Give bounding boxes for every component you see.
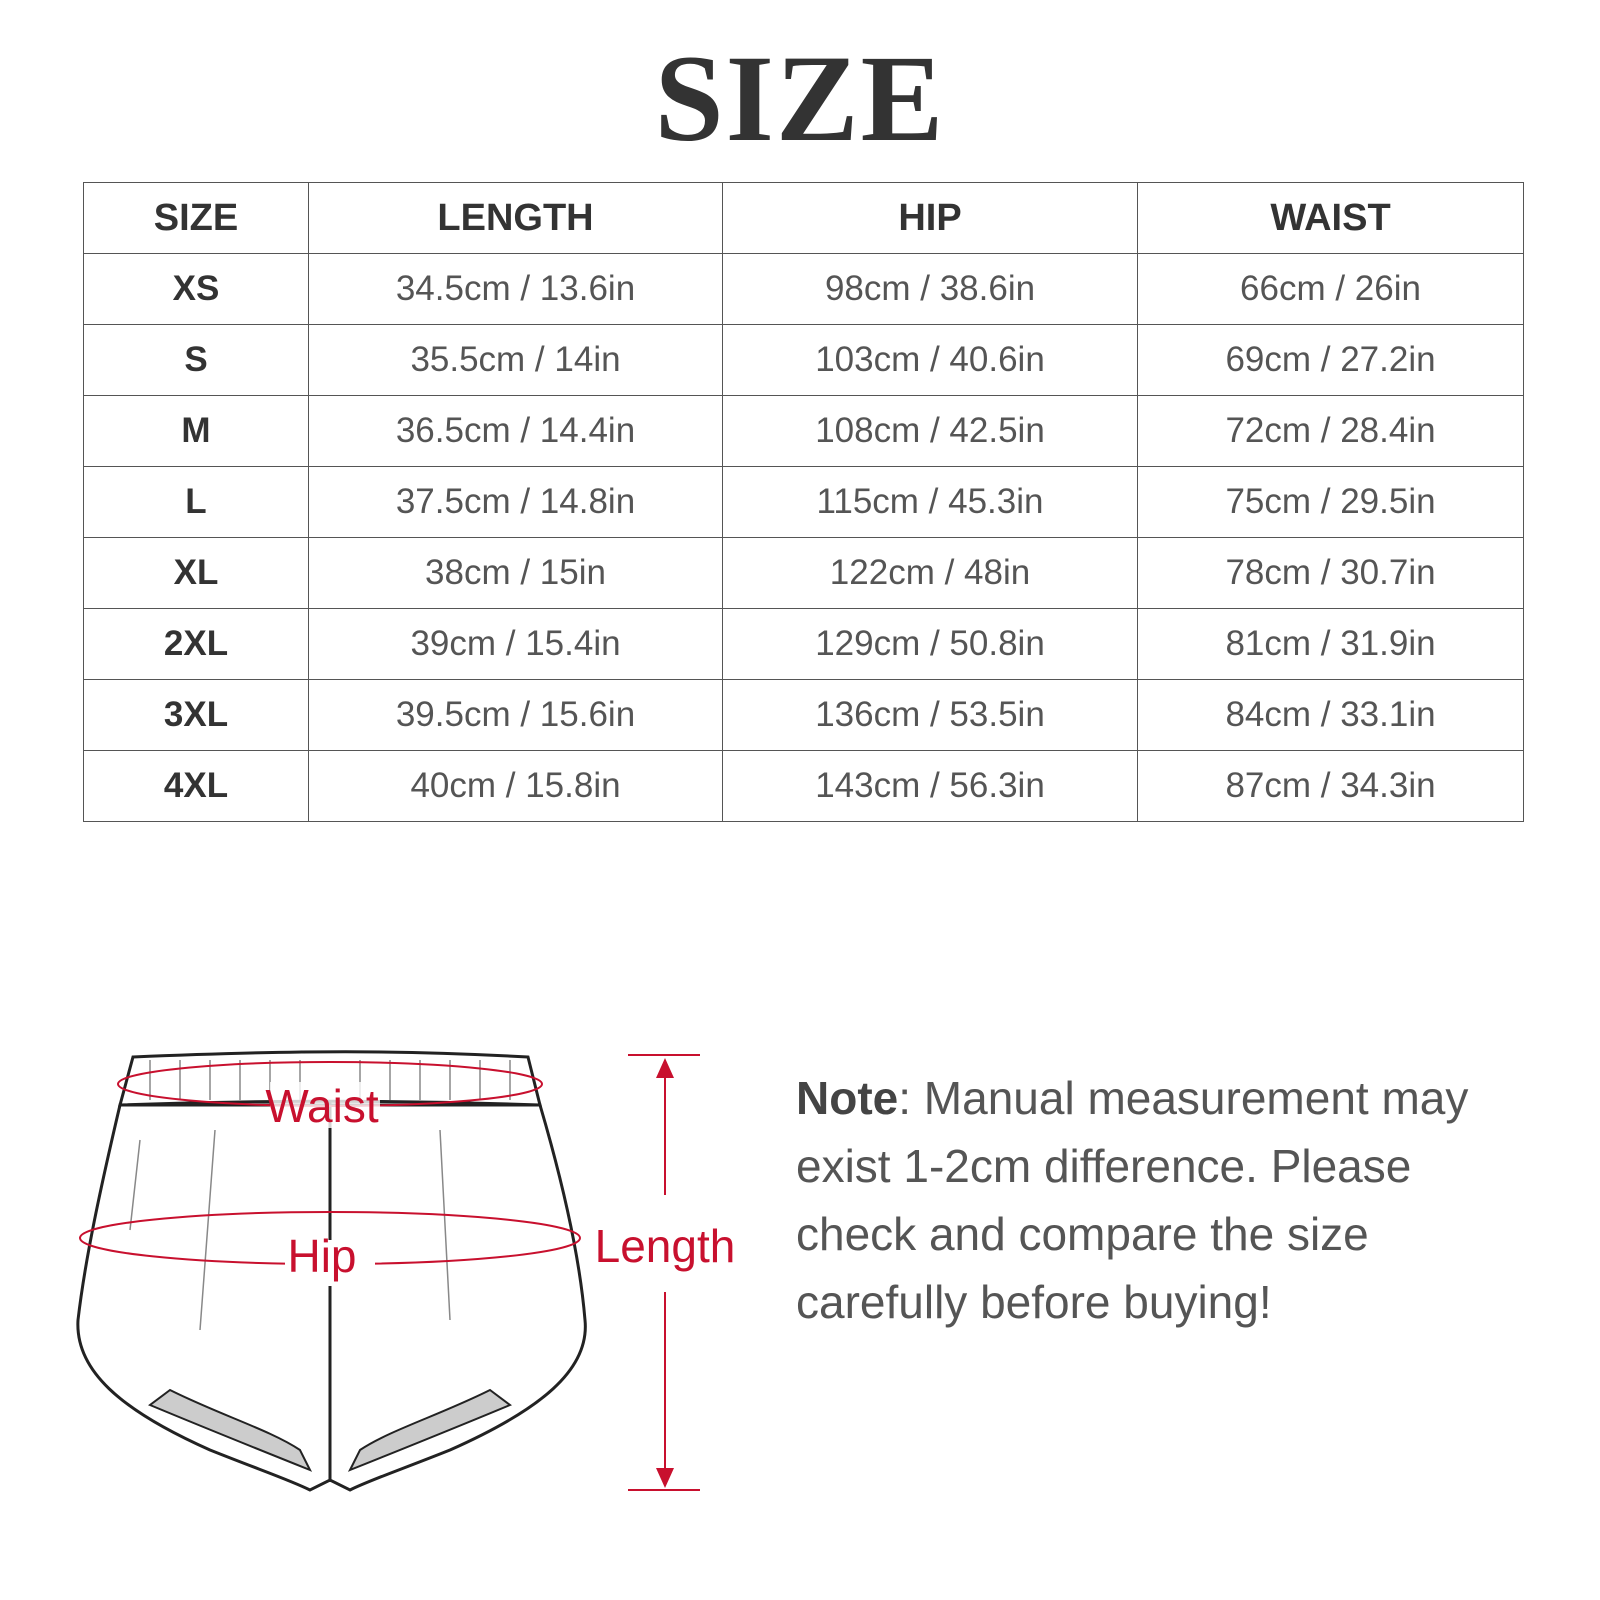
value-cell: 35.5cm / 14in [308,324,723,396]
size-cell: XL [83,537,309,609]
table-row: 3XL 39.5cm / 15.6in 136cm / 53.5in 84cm / 3… [83,679,1524,751]
value-cell: 72cm / 28.4in [1137,395,1524,467]
value-cell: 37.5cm / 14.8in [308,466,723,538]
value-cell: 108cm / 42.5in [722,395,1138,467]
value-cell: 40cm / 15.8in [308,750,723,822]
inner-left [147,1388,313,1472]
value-cell: 98cm / 38.6in [722,253,1138,325]
size-cell: 4XL [83,750,309,822]
inner-right [347,1388,513,1472]
table-row: 2XL 39cm / 15.4in 129cm / 50.8in 81cm / 31.… [83,608,1524,680]
label-bg [285,1240,375,1286]
value-cell: 84cm / 33.1in [1137,679,1524,751]
size-cell: 3XL [83,679,309,751]
size-cell: M [83,395,309,467]
header-row: SIZE LENGTH HIP WAIST [83,182,1524,254]
value-cell: 39cm / 15.4in [308,608,723,680]
table-row: M 36.5cm / 14.4in 108cm / 42.5in 72cm / 28.… [83,395,1524,467]
value-cell: 36.5cm / 14.4in [308,395,723,467]
value-cell: 115cm / 45.3in [722,466,1138,538]
table-body: SIZE LENGTH HIP WAIST XS 34.5cm / 13.6in 98cm … [83,182,1524,822]
shorts-diagram: Waist Hip Length [76,1050,736,1492]
value-cell: 81cm / 31.9in [1137,608,1524,680]
header-cell: HIP [722,182,1138,254]
label-bg [270,1082,380,1128]
value-cell: 34.5cm / 13.6in [308,253,723,325]
header-cell: SIZE [83,182,309,254]
value-cell: 129cm / 50.8in [722,608,1138,680]
value-cell: 122cm / 48in [722,537,1138,609]
value-cell: 39.5cm / 15.6in [308,679,723,751]
size-table: SIZE LENGTH HIP WAIST XS 34.5cm / 13.6in 98cm … [83,182,1524,822]
header-cell: WAIST [1137,182,1524,254]
table-row: S 35.5cm / 14in 103cm / 40.6in 69cm / 27.2i… [83,324,1524,396]
note: Note: Manual measurement may exist 1-2cm… [796,1064,1536,1336]
waist-label: Waist [265,1080,379,1132]
value-cell: 38cm / 15in [308,537,723,609]
title: SIZE [654,30,946,167]
size-cell: L [83,466,309,538]
value-cell: 69cm / 27.2in [1137,324,1524,396]
folds [129,1060,511,1331]
header-cell: LENGTH [308,182,723,254]
shorts-body [76,1103,587,1492]
value-cell: 78cm / 30.7in [1137,537,1524,609]
note-label: Note [796,1072,899,1124]
hip-label: Hip [287,1230,356,1282]
length-label: Length [595,1220,736,1272]
table-row: XS 34.5cm / 13.6in 98cm / 38.6in 66cm / 26i… [83,253,1524,325]
value-cell: 87cm / 34.3in [1137,750,1524,822]
note-text: : Manual measurement may exist 1-2cm dif… [796,1072,1469,1328]
value-cell: 143cm / 56.3in [722,750,1138,822]
size-cell: 2XL [83,608,309,680]
table-row: L 37.5cm / 14.8in 115cm / 45.3in 75cm / 29.… [83,466,1524,538]
value-cell: 66cm / 26in [1137,253,1524,325]
value-cell: 103cm / 40.6in [722,324,1138,396]
size-cell: S [83,324,309,396]
value-cell: 75cm / 29.5in [1137,466,1524,538]
size-cell: XS [83,253,309,325]
value-cell: 136cm / 53.5in [722,679,1138,751]
table-row: XL 38cm / 15in 122cm / 48in 78cm / 30.7in [83,537,1524,609]
table-row: 4XL 40cm / 15.8in 143cm / 56.3in 87cm / 34.… [83,750,1524,822]
